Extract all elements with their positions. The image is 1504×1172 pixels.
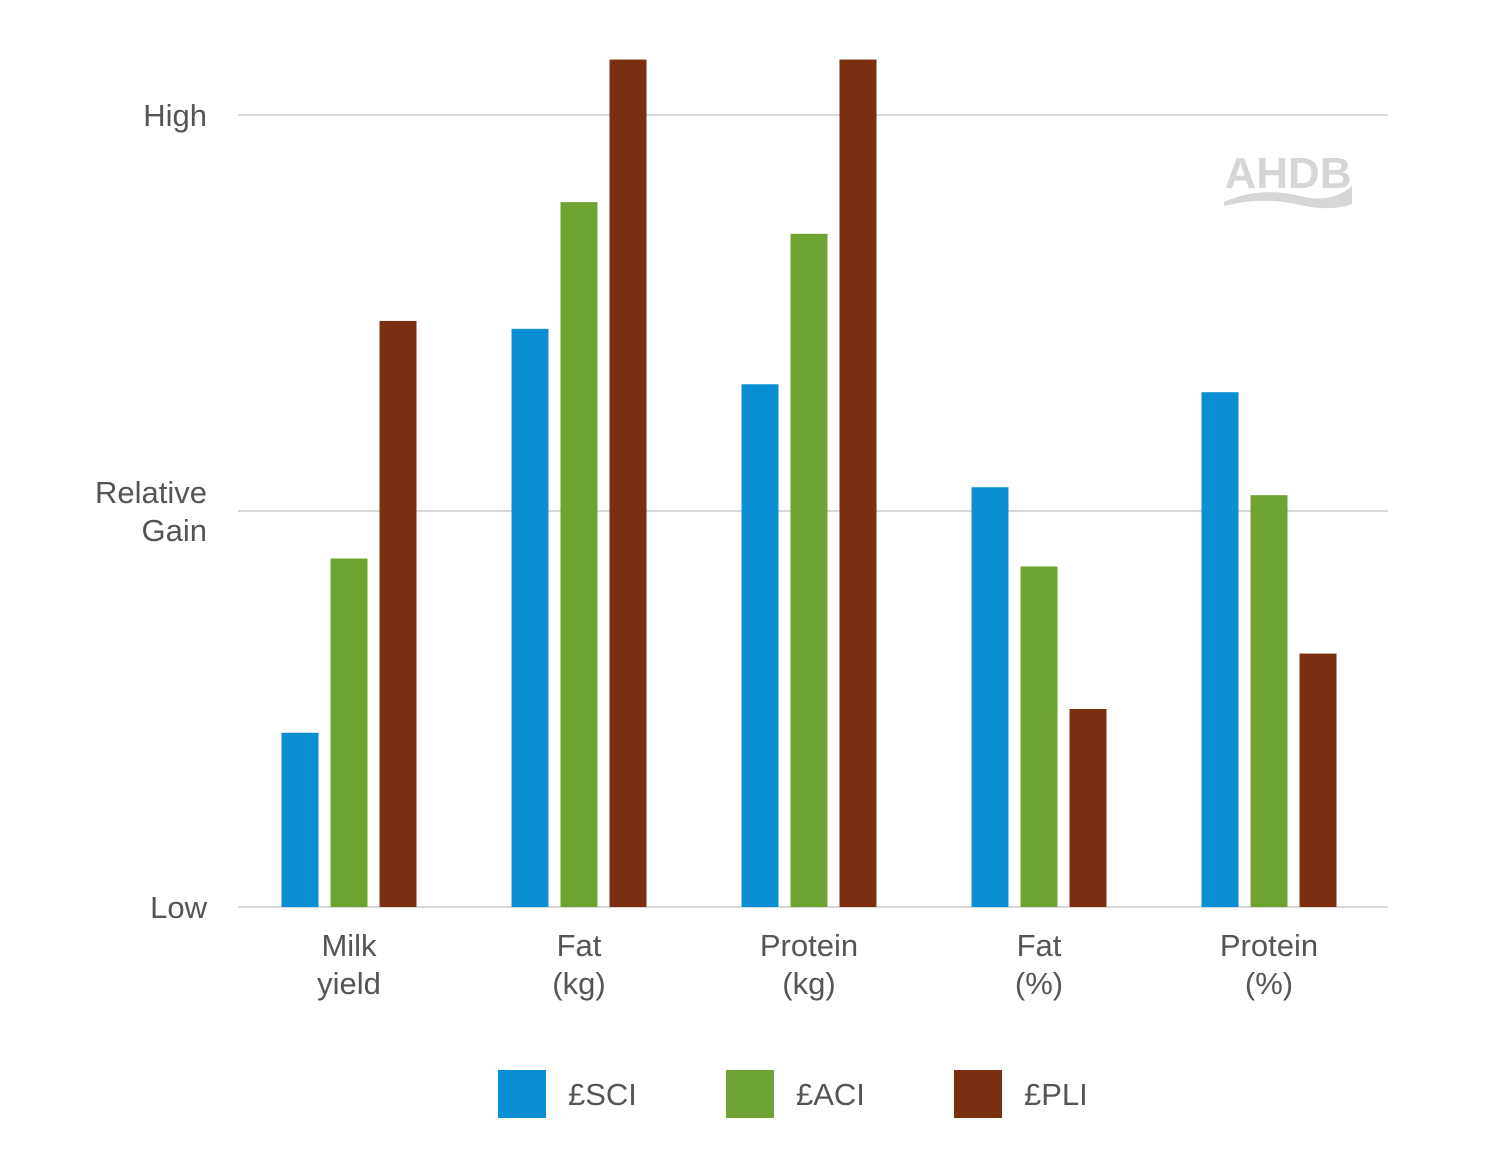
y-tick-label: Gain <box>142 513 207 548</box>
y-tick-label: Relative <box>95 475 207 510</box>
bar-pli <box>1299 653 1337 907</box>
x-tick-label: Protein <box>1220 928 1318 963</box>
bar-sci <box>281 732 319 907</box>
x-tick-label: Protein <box>760 928 858 963</box>
legend: £SCI £ACI £PLI <box>498 1070 1088 1118</box>
legend-label: £ACI <box>796 1077 865 1112</box>
bar-aci <box>1250 495 1288 907</box>
legend-label: £PLI <box>1024 1077 1088 1112</box>
x-tick-label: Fat <box>1017 928 1062 963</box>
x-tick-label: yield <box>317 966 381 1001</box>
bar-pli <box>379 320 417 907</box>
ahdb-logo-swoosh <box>1224 186 1352 209</box>
bar-sci <box>511 328 549 908</box>
bar-pli <box>1069 709 1107 907</box>
y-tick-label: Low <box>150 890 207 925</box>
x-tick-label: (kg) <box>552 966 605 1001</box>
ahdb-logo-text: AHDB <box>1224 149 1351 198</box>
legend-swatch <box>954 1070 1002 1118</box>
bar-aci <box>790 233 828 908</box>
legend-swatch <box>498 1070 546 1118</box>
bar-pli <box>609 59 647 908</box>
ahdb-logo: AHDB <box>1224 149 1352 209</box>
y-tick-label: High <box>143 98 207 133</box>
x-tick-label: (kg) <box>782 966 835 1001</box>
bar-sci <box>741 384 779 907</box>
bar-aci <box>560 202 598 907</box>
bars <box>281 59 1337 908</box>
bar-pli <box>839 59 877 908</box>
x-tick-label: (%) <box>1245 966 1293 1001</box>
bar-aci <box>1020 566 1058 907</box>
legend-label: £SCI <box>568 1077 637 1112</box>
bar-aci <box>330 558 368 907</box>
x-tick-label: (%) <box>1015 966 1063 1001</box>
x-axis-labels: MilkyieldFat(kg)Protein(kg)Fat(%)Protein… <box>317 928 1318 1001</box>
x-tick-label: Milk <box>321 928 377 963</box>
legend-swatch <box>726 1070 774 1118</box>
bar-sci <box>971 487 1009 907</box>
x-tick-label: Fat <box>557 928 602 963</box>
bar-sci <box>1201 392 1239 907</box>
